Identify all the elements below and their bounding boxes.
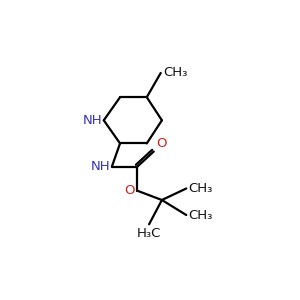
Text: CH₃: CH₃ <box>189 208 213 221</box>
Text: H₃C: H₃C <box>137 226 161 240</box>
Text: CH₃: CH₃ <box>163 67 188 80</box>
Text: CH₃: CH₃ <box>189 182 213 195</box>
Text: NH: NH <box>91 160 111 173</box>
Text: NH: NH <box>83 114 103 127</box>
Text: O: O <box>156 137 166 150</box>
Text: O: O <box>124 184 135 197</box>
